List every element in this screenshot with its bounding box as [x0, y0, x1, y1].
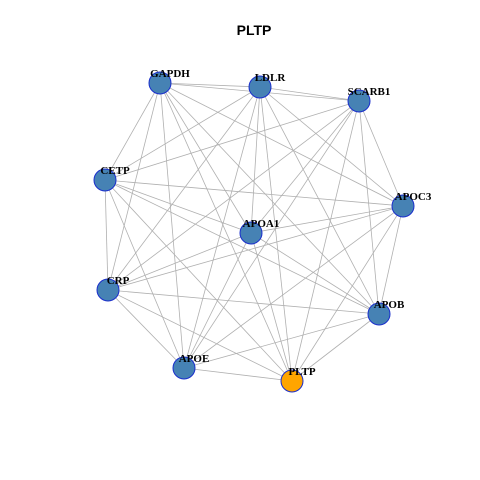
node-label: SCARB1: [348, 86, 391, 98]
node: [172, 356, 196, 380]
edge: [104, 86, 261, 181]
edge: [104, 179, 293, 382]
edge: [291, 313, 380, 382]
edge: [183, 100, 360, 369]
edge: [259, 86, 380, 315]
edge: [104, 179, 252, 234]
edge: [358, 100, 380, 315]
edge: [250, 232, 293, 382]
edge: [159, 82, 380, 315]
node-label: APOE: [179, 353, 210, 365]
edge: [104, 179, 380, 315]
edge: [107, 232, 252, 291]
edge: [104, 100, 360, 181]
edge: [159, 82, 404, 207]
node-label: APOB: [374, 299, 405, 311]
edge: [104, 82, 161, 181]
node: [367, 302, 391, 326]
node-label: APOC3: [395, 191, 432, 203]
edge: [107, 100, 360, 291]
node-label: CETP: [100, 165, 130, 177]
edge: [183, 232, 252, 369]
edge: [183, 367, 293, 382]
node: [391, 194, 415, 218]
edge: [250, 205, 404, 234]
edge: [378, 205, 404, 315]
edge: [104, 179, 185, 369]
node: [248, 75, 272, 99]
edge: [259, 86, 360, 102]
node: [93, 168, 117, 192]
node: [239, 221, 263, 245]
edge: [159, 82, 185, 369]
edge: [159, 82, 252, 234]
edge: [259, 86, 404, 207]
edge: [104, 179, 404, 207]
nodes: GAPDH LDLR SCARB1 CETP APOC3 APOA1 CRP APOB APOE…: [93, 68, 432, 393]
edge: [107, 289, 185, 369]
edges: [104, 82, 404, 382]
node: [96, 278, 120, 302]
node-label: LDLR: [255, 72, 287, 84]
edge: [250, 232, 380, 315]
edge: [107, 82, 161, 291]
edge: [291, 100, 360, 382]
node: [347, 89, 371, 113]
edge: [250, 86, 261, 234]
edge: [259, 86, 293, 382]
edge: [107, 289, 380, 315]
node-label: GAPDH: [150, 68, 190, 80]
edge: [250, 100, 360, 234]
node: [148, 71, 172, 95]
edge: [291, 205, 404, 382]
edge: [159, 82, 261, 88]
edge: [183, 313, 380, 369]
edge: [159, 82, 293, 382]
edge: [104, 179, 109, 291]
edge: [183, 205, 404, 369]
edge: [107, 289, 293, 382]
edge: [183, 86, 261, 369]
node-label: APOA1: [243, 218, 280, 230]
diagram-title: PLTP: [237, 22, 272, 38]
edge: [107, 86, 261, 291]
edge: [358, 100, 404, 207]
node: [280, 369, 304, 393]
node-label: CRP: [107, 275, 130, 287]
node-label: PLTP: [288, 366, 315, 378]
